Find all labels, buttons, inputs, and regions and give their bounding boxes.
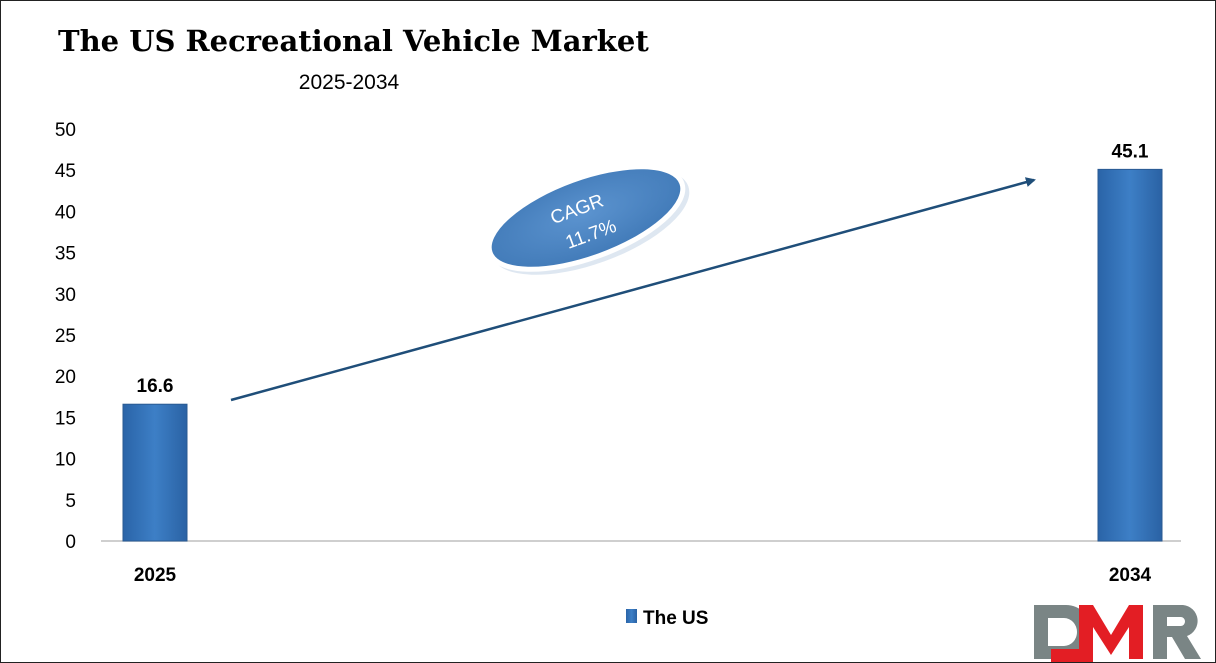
legend-swatch (626, 609, 637, 623)
growth-arrow (230, 177, 1036, 402)
x-tick-label: 2034 (1109, 565, 1152, 586)
y-tick-label: 40 (55, 202, 76, 223)
y-tick-label: 20 (55, 367, 76, 388)
y-tick-label: 35 (55, 244, 76, 265)
bar-2025 (122, 403, 188, 542)
y-tick-label: 5 (65, 491, 76, 512)
y-tick-label: 30 (55, 285, 76, 306)
data-label: 45.1 (1112, 141, 1149, 162)
legend-label: The US (643, 608, 708, 629)
y-tick-label: 10 (55, 450, 76, 471)
cagr-badge (486, 164, 690, 275)
x-tick-label: 2025 (134, 565, 177, 586)
y-tick-label: 25 (55, 326, 76, 347)
dmr-logo (1034, 605, 1201, 662)
data-label: 16.6 (137, 376, 174, 397)
bar-2034 (1097, 168, 1163, 542)
y-tick-label: 50 (55, 120, 76, 141)
chart-title: The US Recreational Vehicle Market (58, 24, 649, 58)
y-tick-label: 0 (65, 532, 76, 553)
y-tick-label: 15 (55, 408, 76, 429)
y-tick-label: 45 (55, 161, 76, 182)
chart-subtitle: 2025-2034 (299, 71, 400, 94)
